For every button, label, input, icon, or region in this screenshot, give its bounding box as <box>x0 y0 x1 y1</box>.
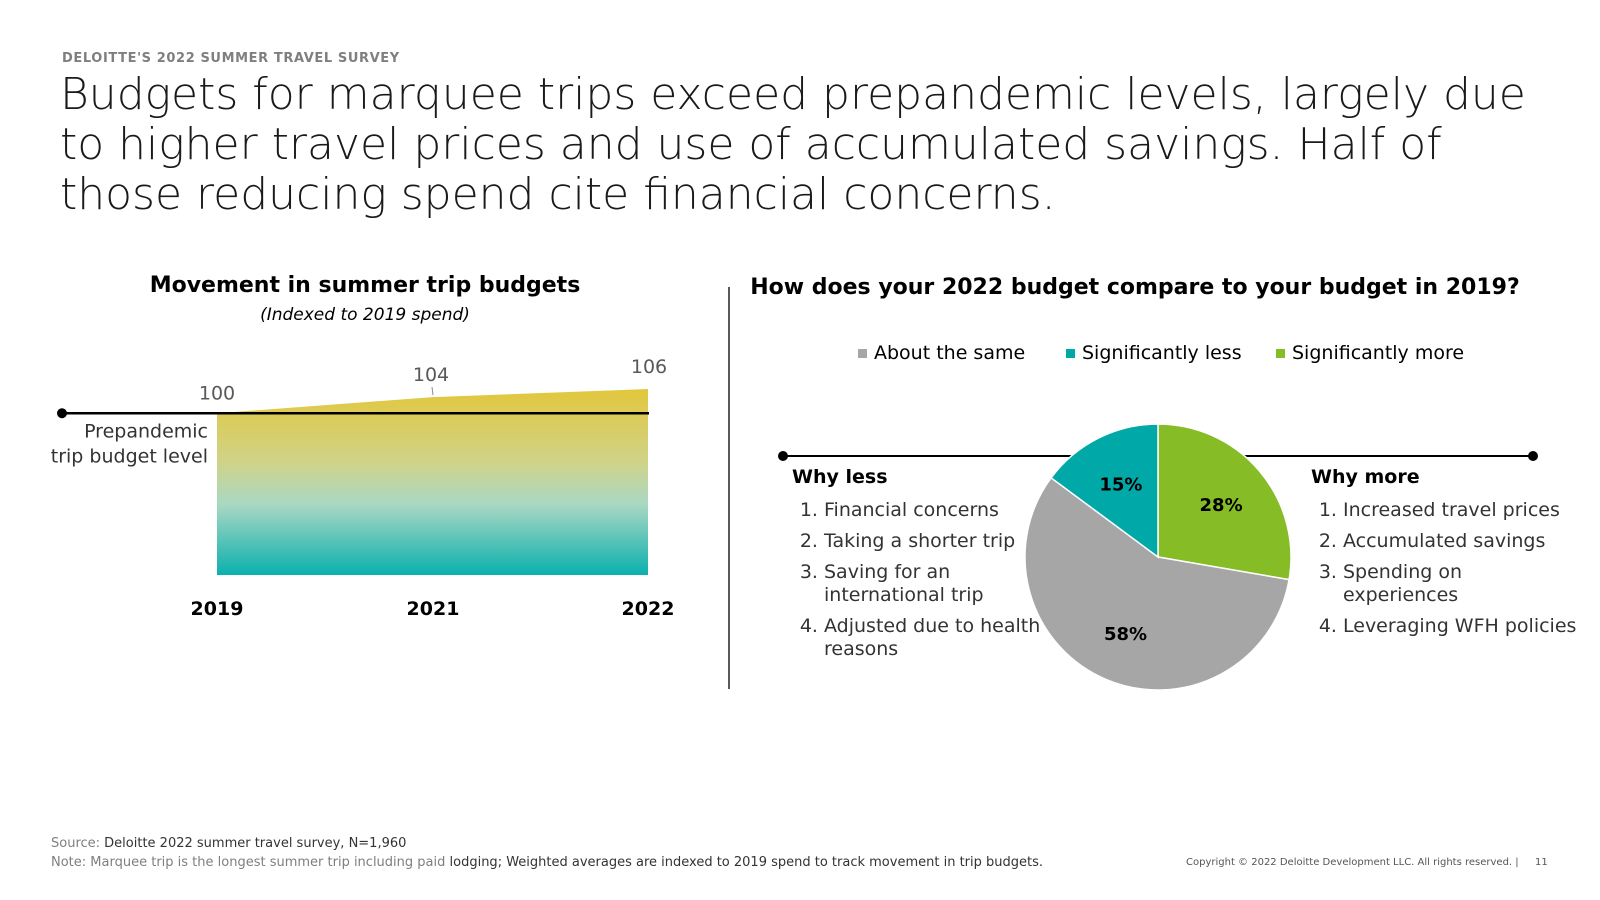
list-item: Taking a shorter trip <box>824 530 1074 553</box>
reference-line-label: Prepandemic <box>84 420 208 442</box>
source-text: Deloitte 2022 summer travel survey, N=1,… <box>104 836 407 851</box>
legend-item-same: About the same <box>858 342 1025 364</box>
note-text-a: Marquee trip is the longest summer trip … <box>90 855 446 870</box>
legend-label: About the same <box>874 342 1026 364</box>
connector-endpoint-right <box>1528 451 1538 461</box>
why-less-list: Financial concerns Taking a shorter trip… <box>792 499 1074 669</box>
page-number: 11 <box>1535 857 1548 868</box>
data-label: 100 <box>199 382 235 404</box>
why-more-title: Why more <box>1311 466 1420 488</box>
x-tick-label: 2022 <box>622 598 675 620</box>
area-chart-subtitle: (Indexed to 2019 spend) <box>260 305 470 325</box>
pie-slice-label: 58% <box>1104 624 1147 645</box>
pie-slice-label: 28% <box>1200 495 1243 516</box>
data-label: 104 <box>413 364 449 386</box>
area-chart-title: Movement in summer trip budgets <box>149 273 581 298</box>
note-text-b: lodging; Weighted averages are indexed t… <box>449 855 1044 870</box>
area-fill <box>217 389 648 575</box>
pie-slice <box>1157 423 1292 581</box>
eyebrow-label: DELOITTE'S 2022 SUMMER TRAVEL SURVEY <box>62 51 400 66</box>
legend-swatch-green <box>1276 348 1285 358</box>
reference-line-label: trip budget level <box>51 445 208 467</box>
legend-item-more: Significantly more <box>1276 342 1464 364</box>
x-tick-label: 2021 <box>407 598 460 620</box>
legend-swatch-gray <box>858 348 867 358</box>
list-item: Saving for an international trip <box>824 561 1074 607</box>
page-title: Budgets for marquee trips exceed prepand… <box>60 69 1526 220</box>
area-chart: 100 104 106 Prepandemic trip budget level 201… <box>51 356 675 620</box>
pie-slice-label: 15% <box>1099 474 1142 495</box>
connector-endpoint-left <box>778 451 788 461</box>
data-label-leader <box>431 387 434 396</box>
list-item: Adjusted due to health reasons <box>824 615 1074 661</box>
note-label: Note: <box>51 855 87 870</box>
list-item: Spending on experiences <box>1343 561 1583 607</box>
list-item: Increased travel prices <box>1343 499 1583 522</box>
data-label: 106 <box>631 356 667 378</box>
why-more-list: Increased travel prices Accumulated savi… <box>1311 499 1583 646</box>
source-note: Source: Deloitte 2022 summer travel surv… <box>51 836 406 851</box>
list-item: Financial concerns <box>824 499 1074 522</box>
legend-swatch-teal <box>1066 348 1075 358</box>
legend-item-less: Significantly less <box>1066 342 1242 364</box>
list-item: Leveraging WFH policies <box>1343 615 1583 638</box>
pie-slice <box>1024 476 1290 691</box>
pie-chart-title: How does your 2022 budget compare to you… <box>750 275 1520 300</box>
why-less-title: Why less <box>792 466 888 488</box>
x-tick-label: 2019 <box>191 598 244 620</box>
legend-label: Significantly more <box>1292 342 1465 364</box>
footnote: Note: Marquee trip is the longest summer… <box>51 855 1043 870</box>
copyright: Copyright © 2022 Deloitte Development LL… <box>1186 857 1519 868</box>
legend-label: Significantly less <box>1082 342 1242 364</box>
source-label: Source: <box>51 836 101 851</box>
section-divider <box>728 287 730 689</box>
reference-line-endpoint <box>57 408 67 419</box>
pie-slice <box>1050 423 1159 559</box>
list-item: Accumulated savings <box>1343 530 1583 553</box>
